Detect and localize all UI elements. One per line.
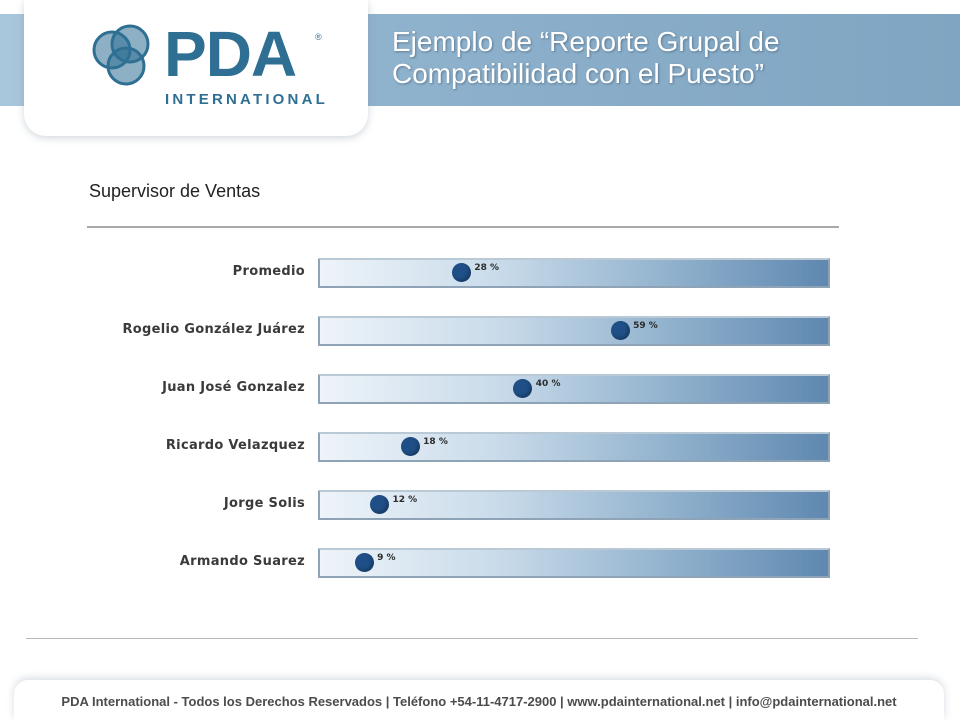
value-label: 9 % [377, 553, 396, 563]
logo-wordmark: PDA [164, 18, 297, 90]
value-label: 40 % [535, 379, 561, 389]
value-marker [610, 321, 630, 340]
value-label: 18 % [423, 437, 448, 447]
row-label: Jorge Solis [223, 496, 305, 511]
row-label: Armando Suarez [179, 554, 305, 569]
row-label: Ricardo Velazquez [165, 438, 305, 453]
value-marker [354, 553, 374, 572]
divider-top [87, 226, 839, 228]
value-marker [451, 263, 471, 282]
row-label: Juan José Gonzalez [162, 380, 305, 395]
value-label: 28 % [474, 263, 500, 273]
bar-track [318, 548, 830, 578]
value-label: 12 % [392, 495, 418, 505]
logo-card: PDA ® INTERNATIONAL [24, 0, 368, 136]
bar-track [318, 316, 830, 346]
value-label: 59 % [633, 321, 658, 331]
divider-bottom [26, 638, 918, 639]
logo-subtitle: INTERNATIONAL [165, 91, 328, 108]
bar-track [318, 258, 830, 288]
bar-track [318, 432, 830, 462]
row-label: Promedio [232, 264, 305, 279]
value-marker [369, 495, 389, 514]
chart-title: Supervisor de Ventas [89, 181, 261, 201]
value-marker [400, 437, 420, 456]
bar-track [318, 490, 830, 520]
logo-rings-icon [92, 24, 150, 86]
footer: PDA International - Todos los Derechos R… [14, 680, 944, 720]
row-label: Rogelio González Juárez [122, 322, 305, 337]
logo-registered-mark: ® [315, 32, 322, 42]
footer-text: PDA International - Todos los Derechos R… [61, 694, 897, 709]
value-marker [513, 379, 533, 398]
bar-track [318, 374, 830, 404]
page-title: Ejemplo de “Reporte Grupal de Compatibil… [392, 26, 780, 89]
